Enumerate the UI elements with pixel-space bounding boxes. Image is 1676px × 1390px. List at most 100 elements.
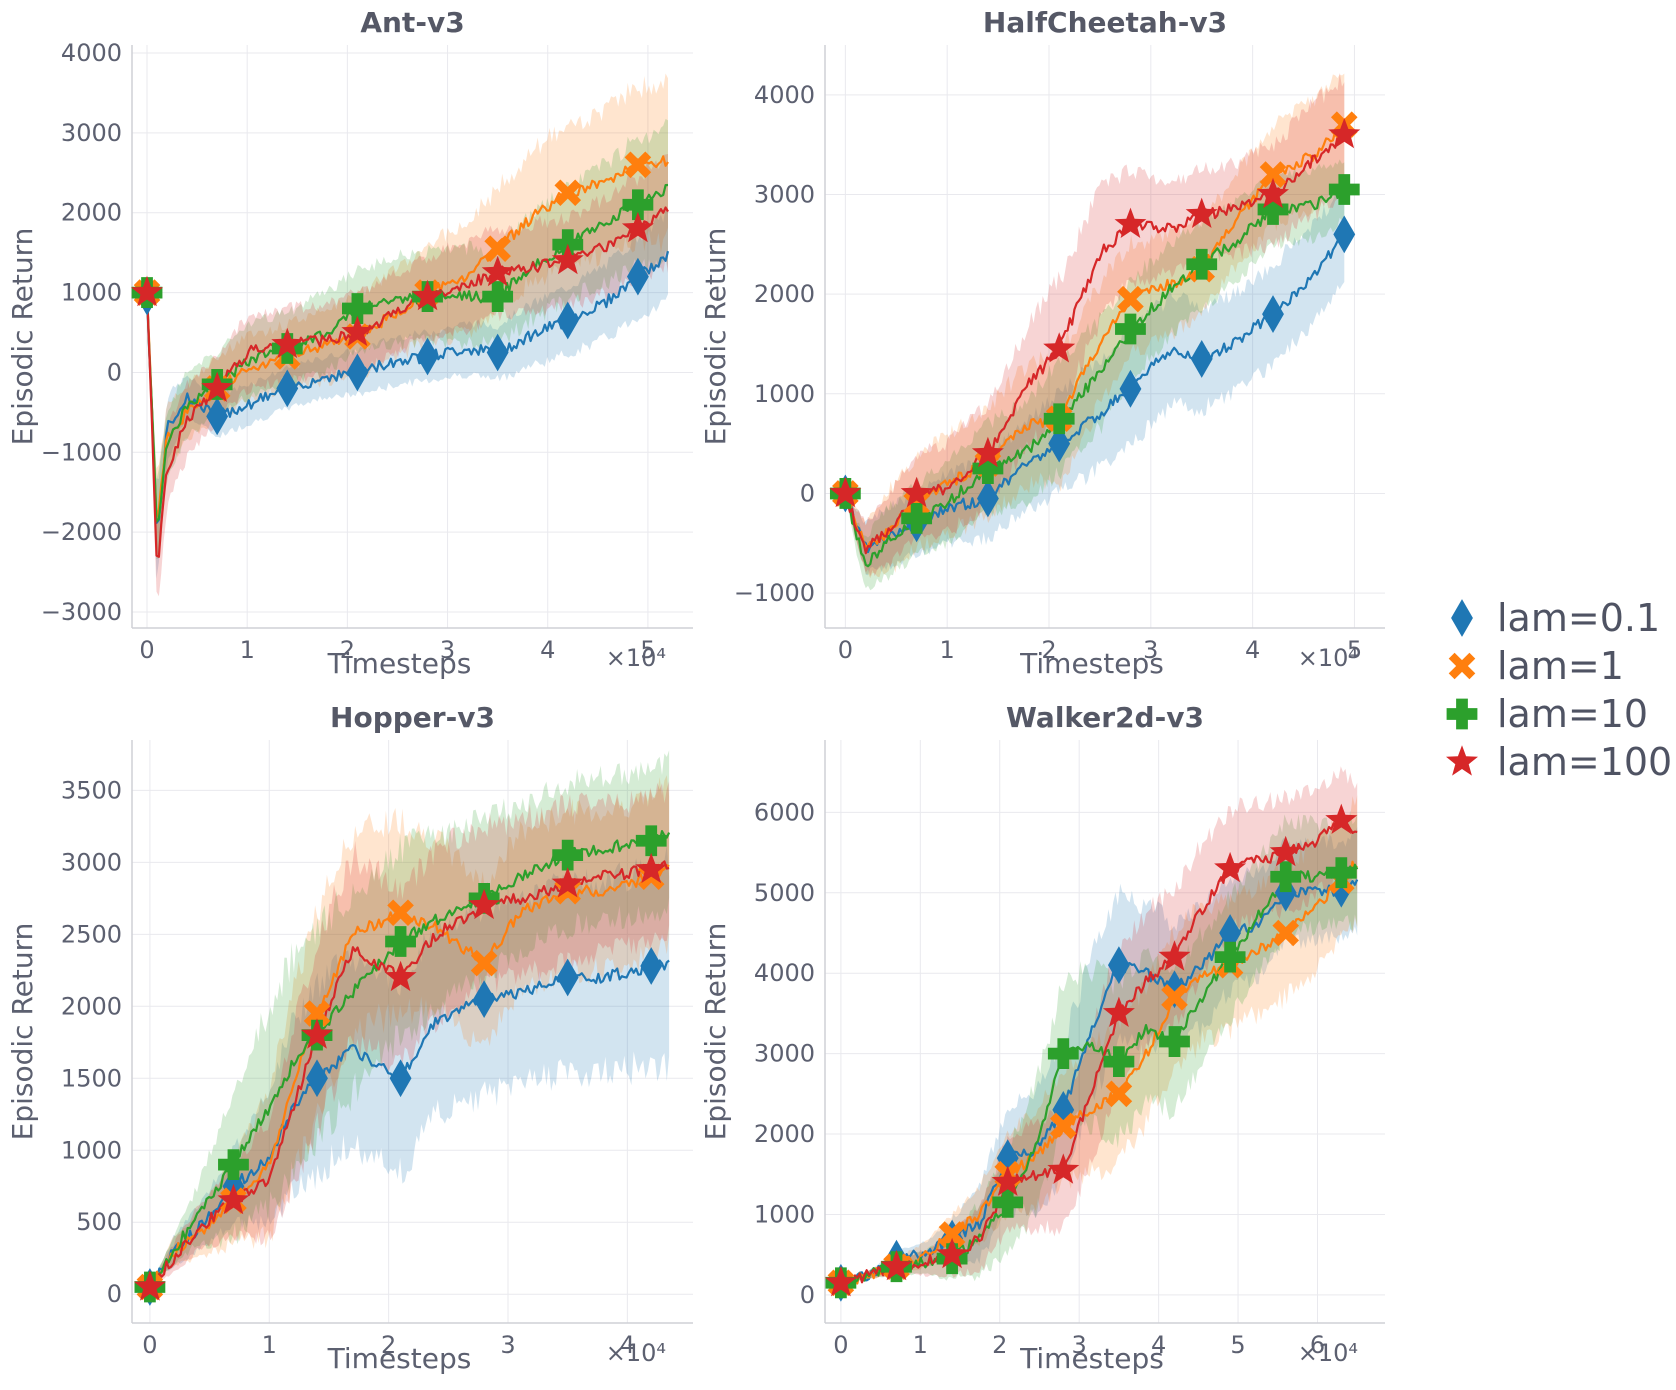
chart-title: Walker2d-v3 (1006, 701, 1204, 734)
x-tick-label: 2 (381, 1331, 396, 1359)
y-tick-label: 3000 (754, 180, 815, 208)
y-tick-label: −2000 (41, 518, 122, 546)
lam-100-marker (411, 279, 444, 311)
gridlines (132, 740, 693, 1323)
y-axis-label: Episodic Return (699, 228, 732, 446)
legend-label: lam=10 (1497, 692, 1648, 736)
y-tick-label: −1000 (734, 579, 815, 607)
lam-10-marker (1043, 403, 1075, 435)
lam-0-1-marker (640, 947, 663, 985)
lam-10-marker (972, 453, 1004, 484)
lam-0-1-line (145, 250, 670, 524)
y-axis-label: Episodic Return (6, 923, 39, 1141)
chart-title: HalfCheetah-v3 (983, 6, 1227, 39)
lam-1-marker (1105, 1080, 1133, 1108)
lam-1-band (845, 73, 1345, 579)
lam-1-marker (554, 179, 582, 207)
lam-10-marker (1186, 248, 1218, 280)
lam-0-1-marker (1052, 1091, 1075, 1129)
lam-10-marker (992, 1186, 1024, 1218)
lam-100-marker (1047, 1153, 1080, 1184)
lam-1-marker (470, 949, 498, 977)
y-tick-label: 3500 (61, 776, 122, 804)
y-tick-label: 5000 (754, 879, 815, 907)
lam-100-marker (468, 888, 501, 920)
chart-title: Ant-v3 (360, 6, 464, 39)
lam-100-marker (384, 960, 417, 992)
lam-100-marker (551, 243, 584, 275)
lam-100-marker (621, 211, 654, 243)
lam-100-marker (1269, 835, 1302, 867)
confidence-bands (845, 72, 1345, 591)
legend-item-lam-1: lam=1 (1448, 644, 1624, 688)
lam-10-marker (622, 189, 654, 221)
lam-10-marker (342, 293, 373, 324)
lam-0-1-marker (556, 958, 579, 997)
ant-v3-chart: 0 1 2 3 4 5 −3000 −2000 −1000 0 1000 2000 3000 4000 An… (6, 6, 693, 680)
lam-100-marker (936, 1237, 969, 1269)
lam-10-marker (482, 281, 514, 312)
lam-100-marker (971, 436, 1004, 468)
lam-100-marker (217, 1183, 250, 1215)
y-tick-label: 3000 (754, 1040, 815, 1068)
lam-1-line (840, 860, 1359, 1286)
lam-1-marker (1117, 285, 1144, 313)
lam-10-band (845, 159, 1345, 591)
lam-10-marker (1047, 1038, 1079, 1070)
x-tick-label: 3 (440, 636, 455, 664)
lam-1-band (840, 795, 1358, 1283)
hopper-v3-chart: 0 1 2 3 4 0 500 1000 1500 2000 2500 3000 3500 Hopper-… (6, 701, 693, 1375)
lam-100-marker (1257, 177, 1289, 209)
lam-100-marker (824, 1266, 857, 1297)
lam-100-marker (1214, 851, 1247, 883)
x-axis-label: Timesteps (327, 647, 472, 680)
legend-plus-icon (1446, 698, 1478, 730)
lam-100-band (147, 154, 668, 597)
lam-10-marker (1115, 313, 1146, 345)
lam-10-marker (1257, 194, 1289, 225)
x-tick-label: 4 (540, 636, 555, 664)
x-axis-multiplier: ×10⁴ (1298, 644, 1358, 672)
lam-10-line (145, 183, 669, 523)
lam-10-marker (385, 926, 416, 957)
lam-0-1-marker (1048, 424, 1071, 463)
y-tick-label: 3000 (61, 119, 122, 147)
lam-10-band (147, 118, 668, 560)
lam-0-1-marker (1119, 369, 1142, 408)
y-tick-label: 1000 (61, 1136, 122, 1164)
x-tick-label: 4 (620, 1331, 635, 1359)
lam-10-marker (552, 839, 584, 871)
y-tick-label: 6000 (754, 798, 815, 826)
legend-star-icon (1446, 745, 1478, 776)
x-axis-label: Timesteps (1019, 647, 1164, 680)
lam-10-marker (1103, 1046, 1135, 1078)
lam-100-marker (201, 371, 234, 402)
y-tick-label: 2000 (754, 1120, 815, 1148)
y-tick-label: 3000 (61, 848, 122, 876)
lam-10-marker (218, 1149, 249, 1181)
x-tick-label: 5 (1347, 636, 1362, 664)
x-tick-label: 3 (1143, 636, 1158, 664)
lam-100-band (845, 72, 1345, 577)
lam-1-marker (1272, 919, 1300, 947)
x-tick-label: 2 (340, 636, 355, 664)
x-tick-label: 5 (1230, 1331, 1245, 1359)
lam-100-marker (880, 1249, 913, 1281)
lam-100-marker (1325, 803, 1358, 834)
y-tick-label: 500 (76, 1208, 122, 1236)
lam-0-1-marker (276, 369, 299, 408)
y-tick-label: 4000 (754, 959, 815, 987)
x-tick-label: 3 (500, 1331, 515, 1359)
lam-1-marker (1161, 984, 1188, 1011)
legend-label: lam=1 (1497, 644, 1624, 688)
lam-0-1-marker (1262, 295, 1284, 333)
lam-100-marker (131, 275, 163, 307)
lam-100-marker (481, 255, 514, 287)
y-tick-label: 4000 (754, 81, 815, 109)
lam-0-1-marker (1107, 946, 1130, 985)
x-tick-label: 4 (1245, 636, 1260, 664)
lam-0-1-marker (473, 980, 496, 1019)
x-axis-multiplier: ×10⁴ (1298, 1339, 1358, 1367)
x-tick-label: 4 (1151, 1331, 1166, 1359)
